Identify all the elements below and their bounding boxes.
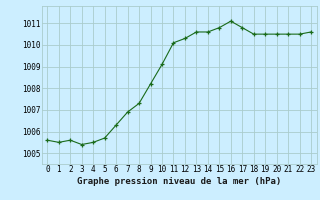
X-axis label: Graphe pression niveau de la mer (hPa): Graphe pression niveau de la mer (hPa) <box>77 177 281 186</box>
